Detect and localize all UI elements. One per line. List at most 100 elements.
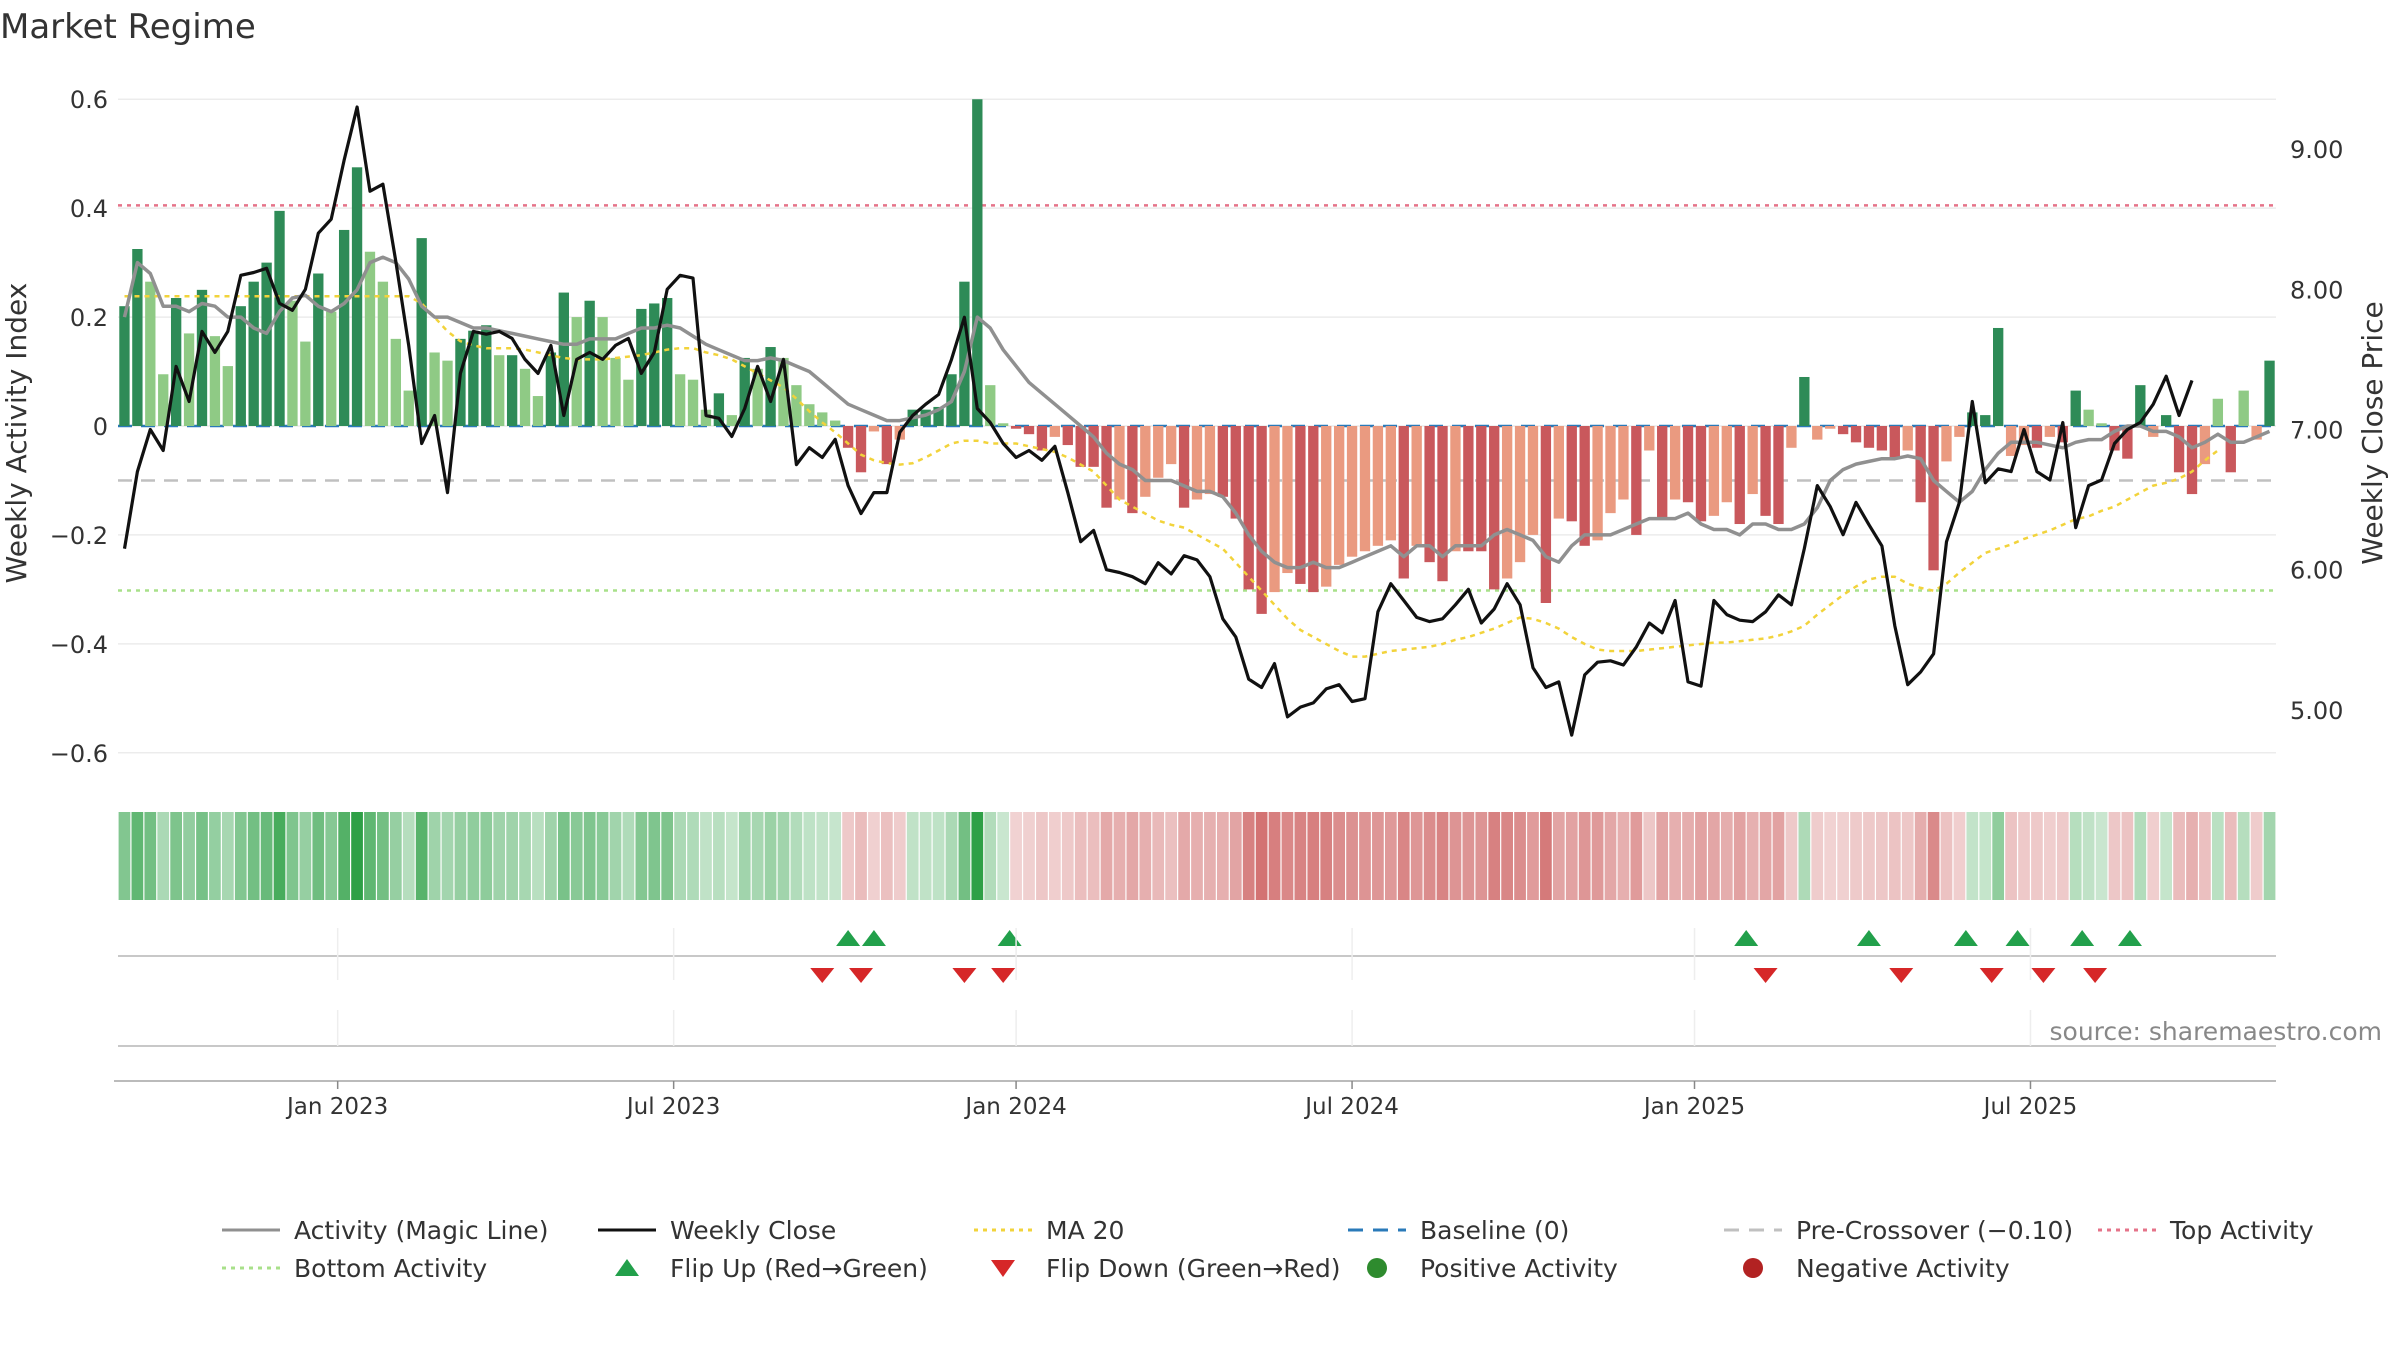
regime-strip-cell <box>997 812 1010 900</box>
regime-strip-cell <box>428 812 441 900</box>
regime-strip-cell <box>2005 812 2017 900</box>
regime-strip-cell <box>2211 812 2224 900</box>
activity-bar <box>1165 426 1177 465</box>
flip-up-marker <box>861 930 886 946</box>
x-tick-label: Jul 2025 <box>1982 1094 2078 1120</box>
regime-strip-cell <box>583 812 596 900</box>
regime-strip-cell <box>1372 812 1384 900</box>
activity-bar <box>1773 426 1784 525</box>
y-left-tick-label: 0.2 <box>70 304 108 332</box>
activity-bar <box>597 317 608 426</box>
regime-strip-cell <box>855 812 867 900</box>
legend-label: Flip Up (Red→Green) <box>670 1254 928 1283</box>
flip-up-marker <box>2070 930 2095 946</box>
regime-strip-cell <box>557 812 570 900</box>
legend-label: Positive Activity <box>1420 1254 1618 1283</box>
y-left-axis-label: Weekly Activity Index <box>0 283 33 584</box>
activity-bar <box>1980 415 1991 426</box>
activity-bar <box>791 385 802 426</box>
regime-strip-cell <box>1785 812 1798 900</box>
legend-label: MA 20 <box>1046 1216 1124 1245</box>
regime-strip-cell <box>1695 812 1707 900</box>
activity-bar <box>468 330 479 426</box>
regime-strip-cell <box>635 812 648 900</box>
activity-bar <box>1876 426 1888 451</box>
regime-strip-cell <box>1992 812 2005 900</box>
regime-strip-cell <box>118 812 131 900</box>
regime-strip-cell <box>713 812 725 900</box>
regime-strip-cell <box>1914 812 1927 900</box>
activity-bar <box>2212 398 2224 426</box>
activity-bar <box>519 368 531 426</box>
activity-bar <box>1825 426 1836 429</box>
activity-bar <box>1398 426 1409 579</box>
regime-strip-cell <box>738 812 751 900</box>
regime-strip-cell <box>1229 812 1242 900</box>
regime-strip-cell <box>1772 812 1785 900</box>
regime-strip-cell <box>803 812 816 900</box>
regime-strip-cell <box>2250 812 2263 900</box>
magic-line <box>122 255 2271 570</box>
activity-bar <box>649 303 660 426</box>
activity-bar <box>1695 426 1707 522</box>
regime-strip-cell <box>1152 812 1165 900</box>
regime-strip-cell <box>1501 812 1513 900</box>
regime-strip-cell <box>945 812 958 900</box>
activity-bar <box>842 426 854 448</box>
activity-bar <box>494 355 505 426</box>
flip-down-marker <box>810 968 835 983</box>
activity-bar <box>2160 415 2172 426</box>
regime-strip-cell <box>480 812 493 900</box>
flip-up-marker <box>1953 930 1978 946</box>
regime-strip-cell <box>1384 812 1397 900</box>
regime-strip-cell <box>2069 812 2082 900</box>
regime-strip-cell <box>674 812 686 900</box>
legend-item: Flip Down (Green→Red) <box>991 1254 1341 1283</box>
activity-bar <box>1489 426 1500 590</box>
activity-bar <box>1049 426 1061 437</box>
flip-down-marker <box>952 968 977 983</box>
activity-bar <box>1269 426 1280 593</box>
activity-bar <box>313 273 324 426</box>
regime-strip-cell <box>881 812 893 900</box>
activity-bar <box>248 281 259 426</box>
activity-bar <box>2251 426 2262 440</box>
regime-strip-cell <box>906 812 919 900</box>
activity-bar <box>2173 426 2185 473</box>
regime-strip-cell <box>2108 812 2121 900</box>
activity-bar <box>1682 426 1694 503</box>
regime-strip-cell <box>1746 812 1759 900</box>
regime-strip-cell <box>351 812 363 900</box>
regime-strip-cell <box>1165 812 1178 900</box>
activity-bar <box>868 426 880 432</box>
regime-strip-cell <box>1436 812 1449 900</box>
legend-flip-up-icon <box>615 1259 639 1276</box>
activity-bar <box>1734 426 1745 525</box>
activity-bar <box>1295 426 1306 584</box>
activity-bar <box>713 393 725 426</box>
activity-bar <box>1333 426 1345 565</box>
regime-strip-cell <box>2095 812 2108 900</box>
y-left-tick-label: 0.6 <box>70 86 108 114</box>
regime-strip-cell <box>1449 812 1462 900</box>
regime-strip-cell <box>1191 812 1203 900</box>
regime-strip-cell <box>893 812 906 900</box>
activity-bar <box>1657 426 1668 519</box>
legend-label: Pre-Crossover (−0.10) <box>1796 1216 2073 1245</box>
regime-strip-cell <box>144 812 157 900</box>
activity-bar <box>338 229 350 426</box>
activity-bar <box>610 357 621 426</box>
regime-strip-cell <box>1927 812 1940 900</box>
regime-strip-cell <box>402 812 415 900</box>
activity-bar <box>2238 390 2249 426</box>
regime-strip-cell <box>364 812 376 900</box>
regime-strip-cell <box>467 812 480 900</box>
regime-strip-cell <box>1888 812 1901 900</box>
activity-bar <box>1812 426 1823 440</box>
activity-bar <box>2122 426 2133 459</box>
activity-bar <box>364 251 376 426</box>
ma20-line <box>124 295 2219 658</box>
activity-bar <box>261 262 272 426</box>
activity-bar <box>1424 426 1435 563</box>
